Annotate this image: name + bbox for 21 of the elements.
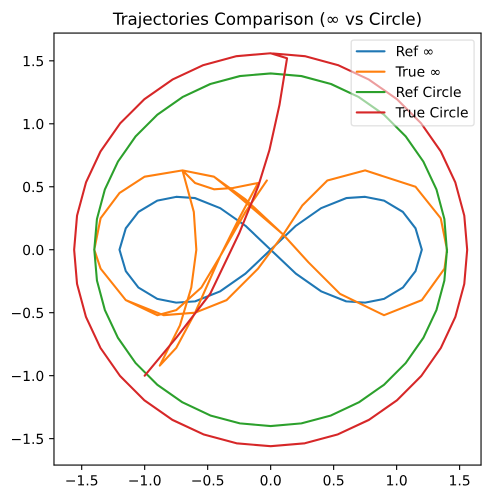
y-tick-label: 0.5	[23, 182, 44, 192]
y-tick-label: 0.0	[23, 244, 44, 256]
chart-title: Trajectories Comparison (∞ vs Circle)	[112, 12, 421, 28]
legend-label: True Circle	[396, 106, 468, 118]
y-tick-label: −0.5	[12, 308, 44, 318]
legend-label: True ∞	[396, 66, 440, 77]
legend-label: Ref Circle	[396, 86, 461, 98]
x-tick-label: 0.0	[260, 475, 281, 486]
y-tick-label: −1.5	[12, 434, 44, 444]
x-tick-label: 0.5	[324, 475, 344, 486]
y-tick-label: −1.0	[12, 370, 44, 382]
line-series	[93, 169, 448, 367]
x-tick-label: −1.5	[66, 475, 98, 486]
line-series	[118, 196, 423, 304]
x-tick-label: −0.5	[192, 475, 224, 486]
y-tick-label: 1.5	[24, 56, 44, 66]
x-tick-label: 1.0	[387, 475, 407, 486]
legend-label: Ref ∞	[396, 46, 433, 56]
x-tick-label: 1.5	[450, 475, 470, 486]
x-tick-label: −1.0	[129, 475, 161, 486]
y-tick-label: 1.0	[24, 118, 44, 130]
